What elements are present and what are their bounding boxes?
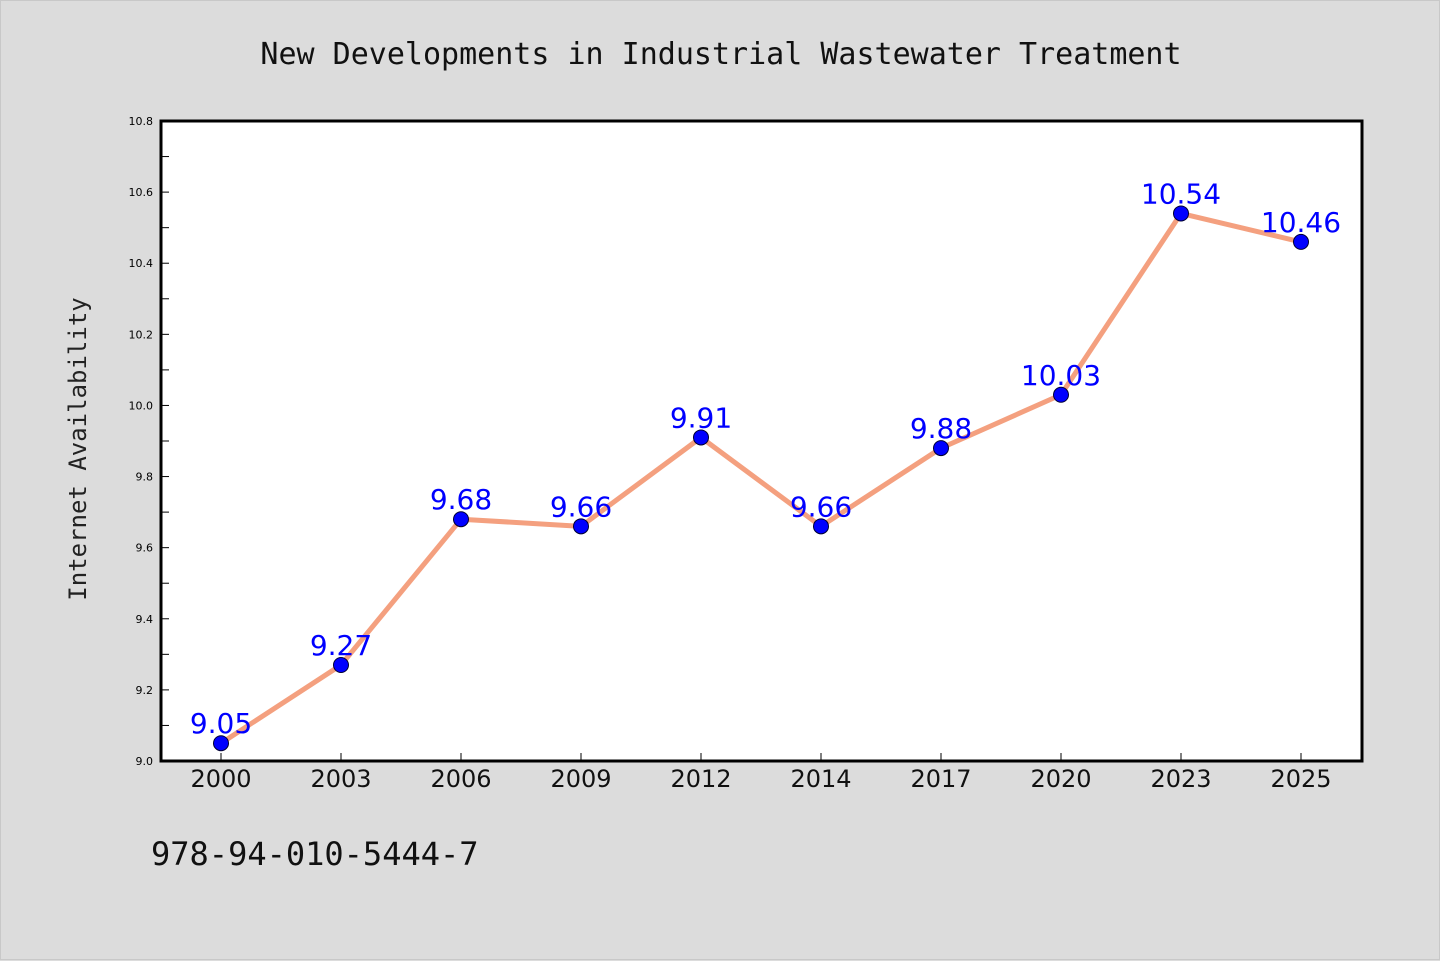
- y-tick-label: 10.8: [129, 115, 154, 128]
- data-point: [813, 518, 829, 535]
- data-point: [1053, 386, 1069, 403]
- data-point: [933, 440, 949, 457]
- x-tick-label: 2000: [190, 765, 251, 793]
- x-tick-label: 2017: [910, 765, 971, 793]
- data-point: [333, 657, 349, 673]
- data-label: 10.03: [1021, 359, 1101, 392]
- y-tick-label: 10.2: [129, 328, 154, 341]
- y-tick-label: 10.0: [129, 399, 154, 412]
- data-label: 10.54: [1141, 177, 1221, 210]
- y-axis-ticks: 9.0 9.2 9.4 9.6 9.8 10.0 10.2 10.4 10.6 10.8: [129, 115, 169, 768]
- data-point: [693, 429, 709, 446]
- y-tick-label: 9.8: [136, 471, 154, 484]
- x-tick-label: 2014: [790, 765, 851, 793]
- data-point: [573, 518, 589, 535]
- data-label: 10.46: [1261, 206, 1341, 239]
- footer-code: 978-94-010-5444-7: [151, 835, 479, 873]
- y-tick-label: 9.6: [136, 542, 154, 555]
- series-line: [218, 210, 1304, 746]
- data-label: 9.05: [190, 707, 252, 740]
- data-point: [453, 511, 469, 528]
- y-tick-label: 9.4: [136, 613, 154, 626]
- x-tick-label: 2012: [670, 765, 731, 793]
- x-tick-label: 2009: [550, 765, 611, 793]
- chart-title: New Developments in Industrial Wastewate…: [260, 37, 1181, 72]
- x-tick-label: 2006: [430, 765, 491, 793]
- x-tick-label: 2003: [310, 765, 371, 793]
- data-point: [213, 735, 229, 752]
- data-point: [1173, 205, 1189, 222]
- plot-frame: [159, 119, 1364, 763]
- data-label: 9.91: [670, 401, 732, 434]
- data-label: 9.66: [550, 490, 612, 523]
- data-label: 9.66: [790, 490, 852, 523]
- data-label: 9.88: [910, 412, 972, 445]
- x-tick-label: 2023: [1150, 765, 1211, 793]
- x-tick-label: 2025: [1270, 765, 1331, 793]
- data-label: 9.27: [310, 629, 372, 662]
- data-point: [1293, 233, 1309, 250]
- plot-area: [161, 121, 1362, 761]
- series-layer: 9.05 9.27 9.68 9.66 9.91 9.66 9.88 10.03 10.54 10…: [190, 177, 1341, 752]
- y-tick-label: 10.6: [129, 186, 154, 199]
- data-label: 9.68: [430, 483, 492, 516]
- y-tick-label: 10.4: [129, 257, 154, 270]
- y-tick-label: 9.0: [136, 755, 154, 768]
- x-tick-label: 2020: [1030, 765, 1091, 793]
- x-axis-ticks: 2000 2003 2006 2009 2012 2014 2017 2020 2023 2025: [190, 753, 1332, 793]
- y-axis-label: Internet Availability: [64, 297, 92, 600]
- y-tick-label: 9.2: [136, 684, 154, 697]
